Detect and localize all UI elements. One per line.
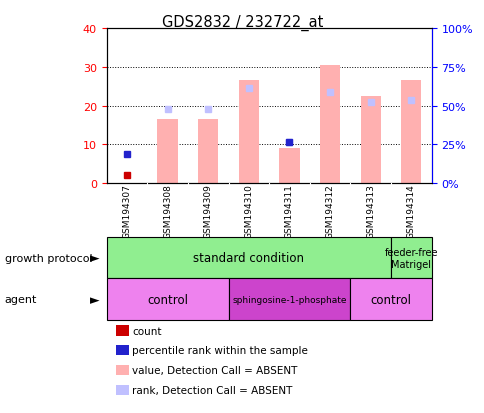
Text: GSM194311: GSM194311 (285, 183, 293, 238)
Text: rank, Detection Call = ABSENT: rank, Detection Call = ABSENT (132, 385, 292, 395)
Text: count: count (132, 326, 162, 336)
Text: percentile rank within the sample: percentile rank within the sample (132, 346, 308, 356)
Bar (238, 81, 258, 184)
Text: standard condition: standard condition (193, 252, 304, 265)
Text: GSM194310: GSM194310 (244, 183, 253, 238)
Bar (106, 237, 390, 279)
Text: sphingosine-1-phosphate: sphingosine-1-phosphate (232, 295, 346, 304)
Text: ►: ► (90, 252, 99, 265)
Text: GSM194309: GSM194309 (203, 183, 212, 238)
Text: agent: agent (5, 294, 37, 304)
Text: GDS2832 / 232722_at: GDS2832 / 232722_at (162, 14, 322, 31)
Text: GSM194312: GSM194312 (325, 183, 334, 238)
Text: value, Detection Call = ABSENT: value, Detection Call = ABSENT (132, 366, 297, 375)
Text: GSM194313: GSM194313 (365, 183, 375, 238)
Text: GSM194307: GSM194307 (122, 183, 131, 238)
Bar (390, 237, 431, 279)
Text: GSM194308: GSM194308 (163, 183, 172, 238)
Bar (157, 120, 178, 184)
Text: ►: ► (90, 293, 99, 306)
Text: GSM194314: GSM194314 (406, 183, 415, 238)
Bar (400, 81, 421, 184)
Bar (360, 97, 380, 184)
Text: control: control (370, 293, 411, 306)
Text: control: control (147, 293, 188, 306)
Bar (106, 279, 228, 320)
Bar (319, 66, 340, 184)
Bar (279, 149, 299, 184)
Bar (197, 120, 218, 184)
Text: feeder-free
Matrigel: feeder-free Matrigel (384, 247, 437, 269)
Text: growth protocol: growth protocol (5, 253, 92, 263)
Bar (228, 279, 349, 320)
Bar (349, 279, 431, 320)
